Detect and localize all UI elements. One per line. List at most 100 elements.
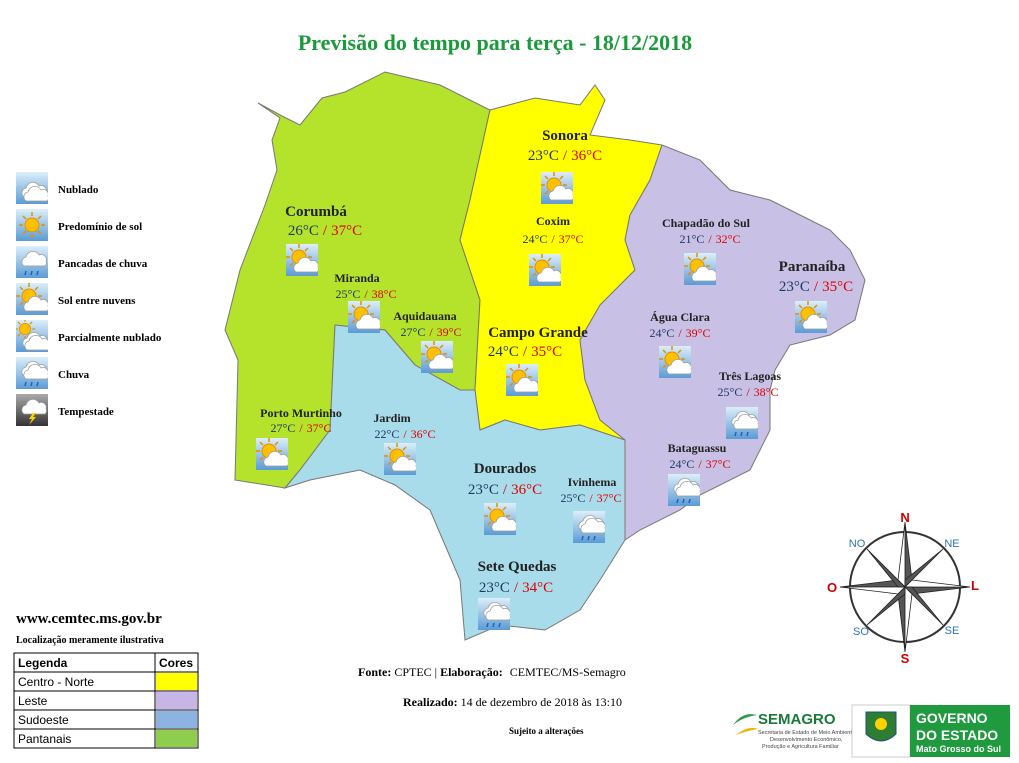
region-leste <box>579 144 866 541</box>
city-name: Água Clara <box>650 310 710 324</box>
temp-max: 34°C <box>522 580 553 596</box>
compass-label: O <box>827 580 837 595</box>
city-name: Dourados <box>474 461 537 477</box>
temp-min: 25°C <box>336 287 361 301</box>
label: Fonte: <box>358 665 391 679</box>
weather-icon <box>659 346 691 378</box>
temp-sep: / <box>323 223 328 239</box>
value: CEMTEC/MS-Semagro <box>510 665 626 679</box>
temp-sep: / <box>551 232 555 246</box>
temp-sep: / <box>514 580 519 596</box>
city: Bataguassu 24°C/ 37°C <box>668 441 731 506</box>
city-temp: 25°C/ 38°C <box>718 385 779 399</box>
weather-icon <box>573 511 605 543</box>
city-temp: 23°C/34°C <box>479 580 553 596</box>
city-name: Miranda <box>334 271 379 285</box>
temp-max: 39°C <box>437 325 462 339</box>
temp-min: 22°C <box>375 427 400 441</box>
temp-sep: / <box>523 344 528 360</box>
title: Previsão do tempo para terça - 18/12/201… <box>298 30 692 55</box>
temp-max: 39°C <box>686 326 711 340</box>
city: Ivinhema 25°C/ 37°C <box>561 475 621 543</box>
city-temp: 24°C/ 37°C <box>523 232 584 246</box>
temp-sep: / <box>503 482 508 498</box>
value: 14 de dezembro de 2018 às 13:10 <box>461 695 622 709</box>
table-header: Legenda <box>18 656 68 670</box>
color-swatch <box>156 692 197 709</box>
temp-min: 23°C <box>468 482 499 498</box>
temp-max: 38°C <box>372 287 397 301</box>
value: CPTEC | <box>394 665 437 679</box>
city: Três Lagoas 25°C/ 38°C <box>718 369 781 439</box>
temp-max: 35°C <box>531 344 562 360</box>
compass-label: N <box>900 510 909 525</box>
label: Realizado: <box>403 695 458 709</box>
color-swatch <box>156 673 197 690</box>
city-name: Ivinhema <box>568 475 617 489</box>
city-name: Campo Grande <box>488 325 588 341</box>
temp-max: 37°C <box>307 421 332 435</box>
semagro-logo: SEMAGRO Secretaria de Estado de Meio Amb… <box>733 711 857 750</box>
legend-label: Nublado <box>58 184 99 196</box>
footer-source: Fonte: CPTEC | Elaboração: CEMTEC/MS-Sem… <box>358 665 626 679</box>
temp-max: 37°C <box>706 457 731 471</box>
city-temp: 22°C/ 36°C <box>375 427 436 441</box>
temp-min: 24°C <box>650 326 675 340</box>
region-sudoeste <box>283 324 626 641</box>
weather-icon <box>541 172 573 204</box>
city-name: Jardim <box>373 411 410 425</box>
city: Sete Quedas 23°C/34°C <box>478 559 557 630</box>
temp-sep: / <box>563 148 568 164</box>
legend-icon <box>16 394 48 426</box>
temp-min: 27°C <box>401 325 426 339</box>
temp-max: 36°C <box>571 148 602 164</box>
temp-sep: / <box>299 421 303 435</box>
compass-label: NE <box>944 538 959 550</box>
temp-min: 24°C <box>670 457 695 471</box>
table-cell: Sudoeste <box>18 713 69 727</box>
color-swatch <box>156 711 197 728</box>
city: Miranda 25°C/ 38°C <box>334 271 396 333</box>
legend-label: Parcialmente nublado <box>58 332 162 344</box>
temp-max: 37°C <box>331 223 362 239</box>
semagro-sub: Desenvolvimento Econômico, <box>770 737 843 743</box>
city-name: Chapadão do Sul <box>662 216 751 230</box>
city-temp: 26°C/37°C <box>288 223 362 239</box>
weather-icon <box>384 443 416 475</box>
table-cell: Leste <box>18 694 48 708</box>
city: Coxim 24°C/ 37°C <box>523 214 584 286</box>
compass-label: S <box>901 651 910 666</box>
compass-label: NO <box>849 538 866 550</box>
temp-min: 27°C <box>271 421 296 435</box>
city-name: Três Lagoas <box>719 369 781 383</box>
footer-done: Realizado: 14 de dezembro de 2018 às 13:… <box>403 695 622 709</box>
weather-icon <box>348 301 380 333</box>
temp-min: 23°C <box>479 580 510 596</box>
weather-icon <box>795 301 827 333</box>
city-temp: 24°C/ 39°C <box>650 326 711 340</box>
gov-sub: Mato Grosso do Sul <box>916 744 1001 754</box>
temp-min: 24°C <box>523 232 548 246</box>
city-temp: 23°C/36°C <box>528 148 602 164</box>
weather-icon <box>726 407 758 439</box>
weather-icon <box>421 341 453 373</box>
city-name: Aquidauana <box>393 309 456 323</box>
temp-max: 38°C <box>754 385 779 399</box>
temp-sep: / <box>403 427 407 441</box>
weather-icon <box>256 438 288 470</box>
table-cell: Centro - Norte <box>18 675 94 689</box>
legend-label: Pancadas de chuva <box>58 258 148 270</box>
city-name: Sonora <box>542 128 588 144</box>
city: Chapadão do Sul 21°C/ 32°C <box>662 216 751 285</box>
city: Paranaíba 23°C/35°C <box>779 259 853 333</box>
semagro-name: SEMAGRO <box>758 711 836 728</box>
city-name: Corumbá <box>285 204 347 220</box>
city: Corumbá 26°C/37°C <box>285 204 362 276</box>
temp-sep: / <box>698 457 702 471</box>
city-temp: 23°C/36°C <box>468 482 542 498</box>
city: Água Clara 24°C/ 39°C <box>650 310 711 378</box>
weather-icon <box>668 474 700 506</box>
label: Elaboração: <box>440 665 503 679</box>
weather-icon <box>286 244 318 276</box>
